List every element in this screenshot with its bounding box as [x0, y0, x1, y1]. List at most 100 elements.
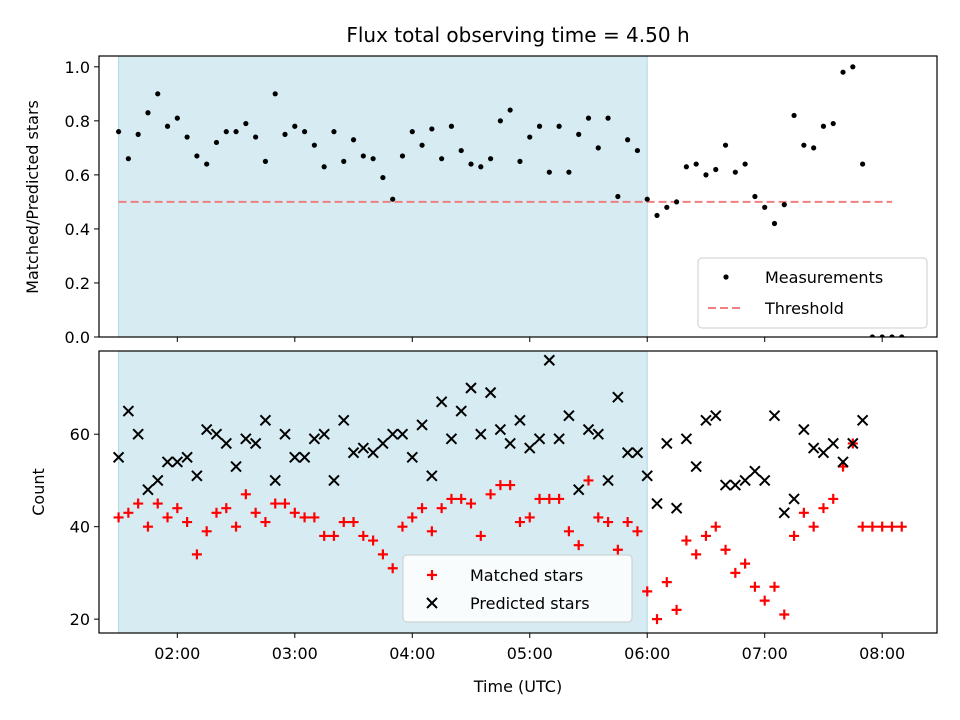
measurement-point — [399, 153, 406, 159]
plot-area — [112, 354, 907, 625]
matched-point — [622, 517, 633, 528]
predicted-point — [680, 433, 693, 445]
y-tick-label: 0.0 — [65, 328, 90, 347]
y-tick-label: 40 — [70, 518, 90, 537]
predicted-point — [161, 456, 174, 468]
predicted-point — [484, 386, 497, 399]
predicted-point — [298, 451, 311, 464]
measurement-point — [869, 334, 875, 337]
matched-point — [358, 530, 369, 541]
predicted-point — [259, 414, 272, 427]
measurement-point — [801, 142, 807, 148]
predicted-point — [220, 437, 232, 450]
matched-point — [573, 540, 584, 551]
predicted-point — [533, 433, 546, 445]
measurement-point — [115, 129, 122, 135]
matched-point — [495, 480, 506, 491]
matched-point — [280, 498, 291, 509]
matched-point — [191, 549, 202, 560]
predicted-point — [572, 483, 585, 496]
measurement-point — [693, 161, 699, 167]
matched-point — [603, 517, 614, 528]
predicted-point — [856, 414, 869, 427]
predicted-point — [817, 446, 830, 459]
predicted-point — [612, 391, 624, 403]
predicted-point — [700, 414, 712, 427]
shaded-region — [118, 55, 648, 338]
predicted-point — [210, 428, 223, 440]
measurement-point — [125, 156, 131, 162]
measurement-point — [243, 120, 249, 127]
measurement-point — [703, 172, 709, 178]
matched-point — [446, 493, 457, 504]
measurement-point — [204, 161, 210, 167]
matched-point — [456, 493, 467, 504]
measurement-point — [331, 129, 337, 135]
top-ylabel: Matched/Predicted stars — [23, 100, 42, 294]
predicted-point — [582, 423, 595, 436]
plot-area — [115, 64, 905, 337]
measurement-point — [155, 91, 161, 97]
predicted-point — [112, 451, 125, 464]
matched-point — [221, 503, 232, 514]
measurement-point — [830, 120, 836, 127]
measurement-point — [781, 202, 787, 208]
measurement-point — [732, 169, 738, 175]
matched-point — [162, 512, 173, 523]
predicted-point — [847, 437, 859, 450]
predicted-point — [289, 451, 301, 464]
measurement-point — [145, 110, 151, 116]
matched-point — [250, 507, 261, 518]
x-tick-label: 04:00 — [389, 644, 435, 663]
measurement-point — [321, 164, 327, 170]
matched-point — [769, 581, 780, 592]
measurement-point — [390, 196, 396, 202]
predicted-point — [377, 437, 389, 450]
predicted-point — [426, 470, 438, 482]
measurement-point — [625, 137, 631, 143]
measurement-point — [742, 161, 748, 167]
measurement-point — [194, 153, 200, 159]
predicted-point — [132, 428, 144, 440]
predicted-point — [661, 437, 673, 450]
predicted-point — [347, 446, 360, 459]
predicted-point — [543, 354, 556, 366]
predicted-point — [788, 493, 800, 505]
measurement-point — [360, 153, 366, 159]
matched-point — [436, 503, 447, 514]
measurement-point — [879, 334, 885, 337]
measurement-point — [791, 112, 797, 119]
measurement-point — [811, 145, 817, 151]
matched-point — [309, 512, 320, 523]
bottom-xlabel: Time (UTC) — [473, 677, 562, 696]
matched-point — [554, 493, 565, 504]
measurement-point — [341, 158, 347, 164]
matched-point — [142, 521, 153, 532]
axes-frame — [98, 350, 938, 634]
x-tick-label: 02:00 — [154, 644, 200, 663]
predicted-point — [386, 428, 399, 440]
predicted-point — [758, 474, 771, 487]
matched-point — [700, 530, 711, 541]
predicted-point — [641, 470, 653, 482]
matched-point — [671, 604, 682, 615]
predicted-point — [690, 460, 702, 473]
measurement-point — [350, 137, 357, 143]
matched-point — [534, 493, 545, 504]
measurement-point — [497, 118, 503, 124]
measurement-point — [223, 129, 229, 135]
measurement-point — [174, 115, 180, 121]
matched-point — [896, 521, 907, 532]
legend-label-predicted: Predicted stars — [470, 594, 590, 613]
matched-point — [563, 526, 574, 537]
measurement-point — [566, 169, 572, 175]
matched-point — [377, 549, 388, 560]
matched-point — [485, 489, 496, 500]
matched-point — [123, 507, 134, 518]
measurement-point — [370, 156, 376, 162]
measurement-point — [899, 334, 905, 337]
measurement-point — [517, 158, 523, 164]
measurement-point — [419, 142, 425, 148]
measurement-point — [253, 134, 259, 140]
